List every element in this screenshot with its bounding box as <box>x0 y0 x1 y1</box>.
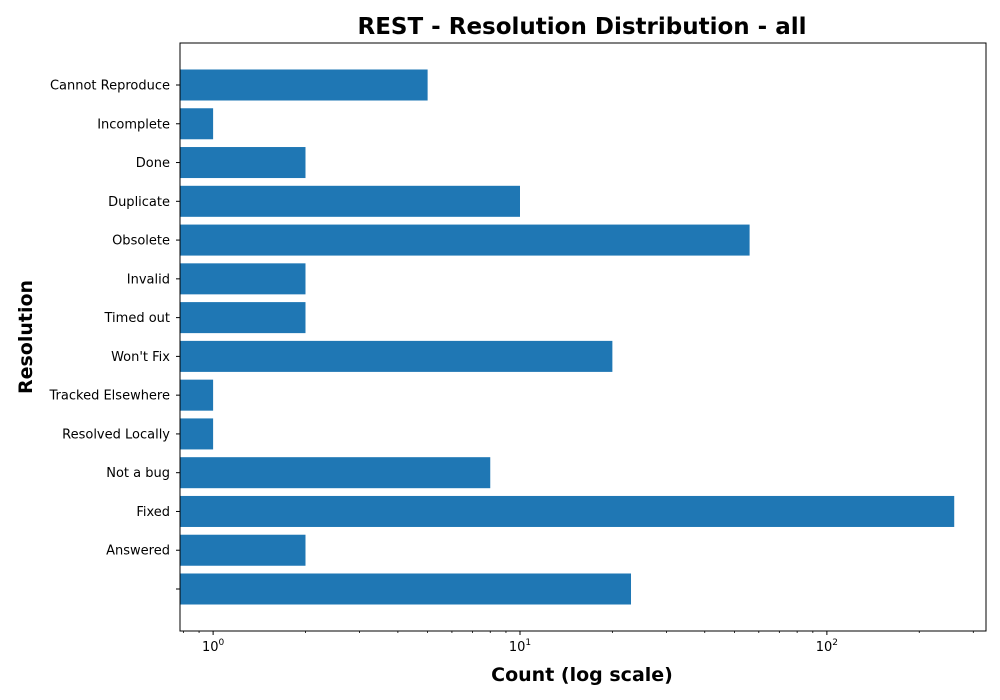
y-tick-label: Obsolete <box>112 234 170 249</box>
y-axis-ticks: Cannot Reproduce Incomplete Done Duplicate O… <box>49 79 180 590</box>
bar <box>180 108 214 140</box>
y-tick-label: Fixed <box>136 505 170 520</box>
x-tick-label: 100 <box>202 638 225 655</box>
y-tick-label: Incomplete <box>97 117 170 132</box>
x-tick-label: 102 <box>816 638 838 655</box>
bar <box>180 573 632 605</box>
bar <box>180 302 306 334</box>
bar <box>180 263 306 295</box>
bar <box>180 379 214 411</box>
y-tick-label: Answered <box>106 544 170 559</box>
y-tick-label: Not a bug <box>106 466 170 481</box>
x-tick-label: 101 <box>509 638 531 655</box>
bar <box>180 534 306 566</box>
bar <box>180 147 306 179</box>
x-axis-ticks: 100 101 102 <box>182 631 974 655</box>
bar <box>180 457 491 489</box>
plot-frame <box>179 42 987 632</box>
y-tick-label: Won't Fix <box>111 350 170 365</box>
y-tick-label: Resolved Locally <box>62 427 170 442</box>
y-tick-label: Tracked Elsewhere <box>49 389 170 404</box>
chart-title: REST - Resolution Distribution - all <box>358 14 807 40</box>
y-tick-label: Done <box>136 156 170 171</box>
y-tick-label: Cannot Reproduce <box>50 79 170 94</box>
y-tick-label: Invalid <box>127 272 170 287</box>
bar <box>180 185 520 217</box>
x-axis-label: Count (log scale) <box>491 664 673 686</box>
bar <box>180 224 750 256</box>
y-tick-label: Timed out <box>104 311 171 326</box>
y-tick-label: Duplicate <box>108 195 170 210</box>
y-axis-label: Resolution <box>15 280 37 394</box>
bar <box>180 69 428 101</box>
bar <box>180 340 613 372</box>
bar <box>180 495 955 527</box>
bar <box>180 418 214 450</box>
bars-group <box>180 69 955 605</box>
